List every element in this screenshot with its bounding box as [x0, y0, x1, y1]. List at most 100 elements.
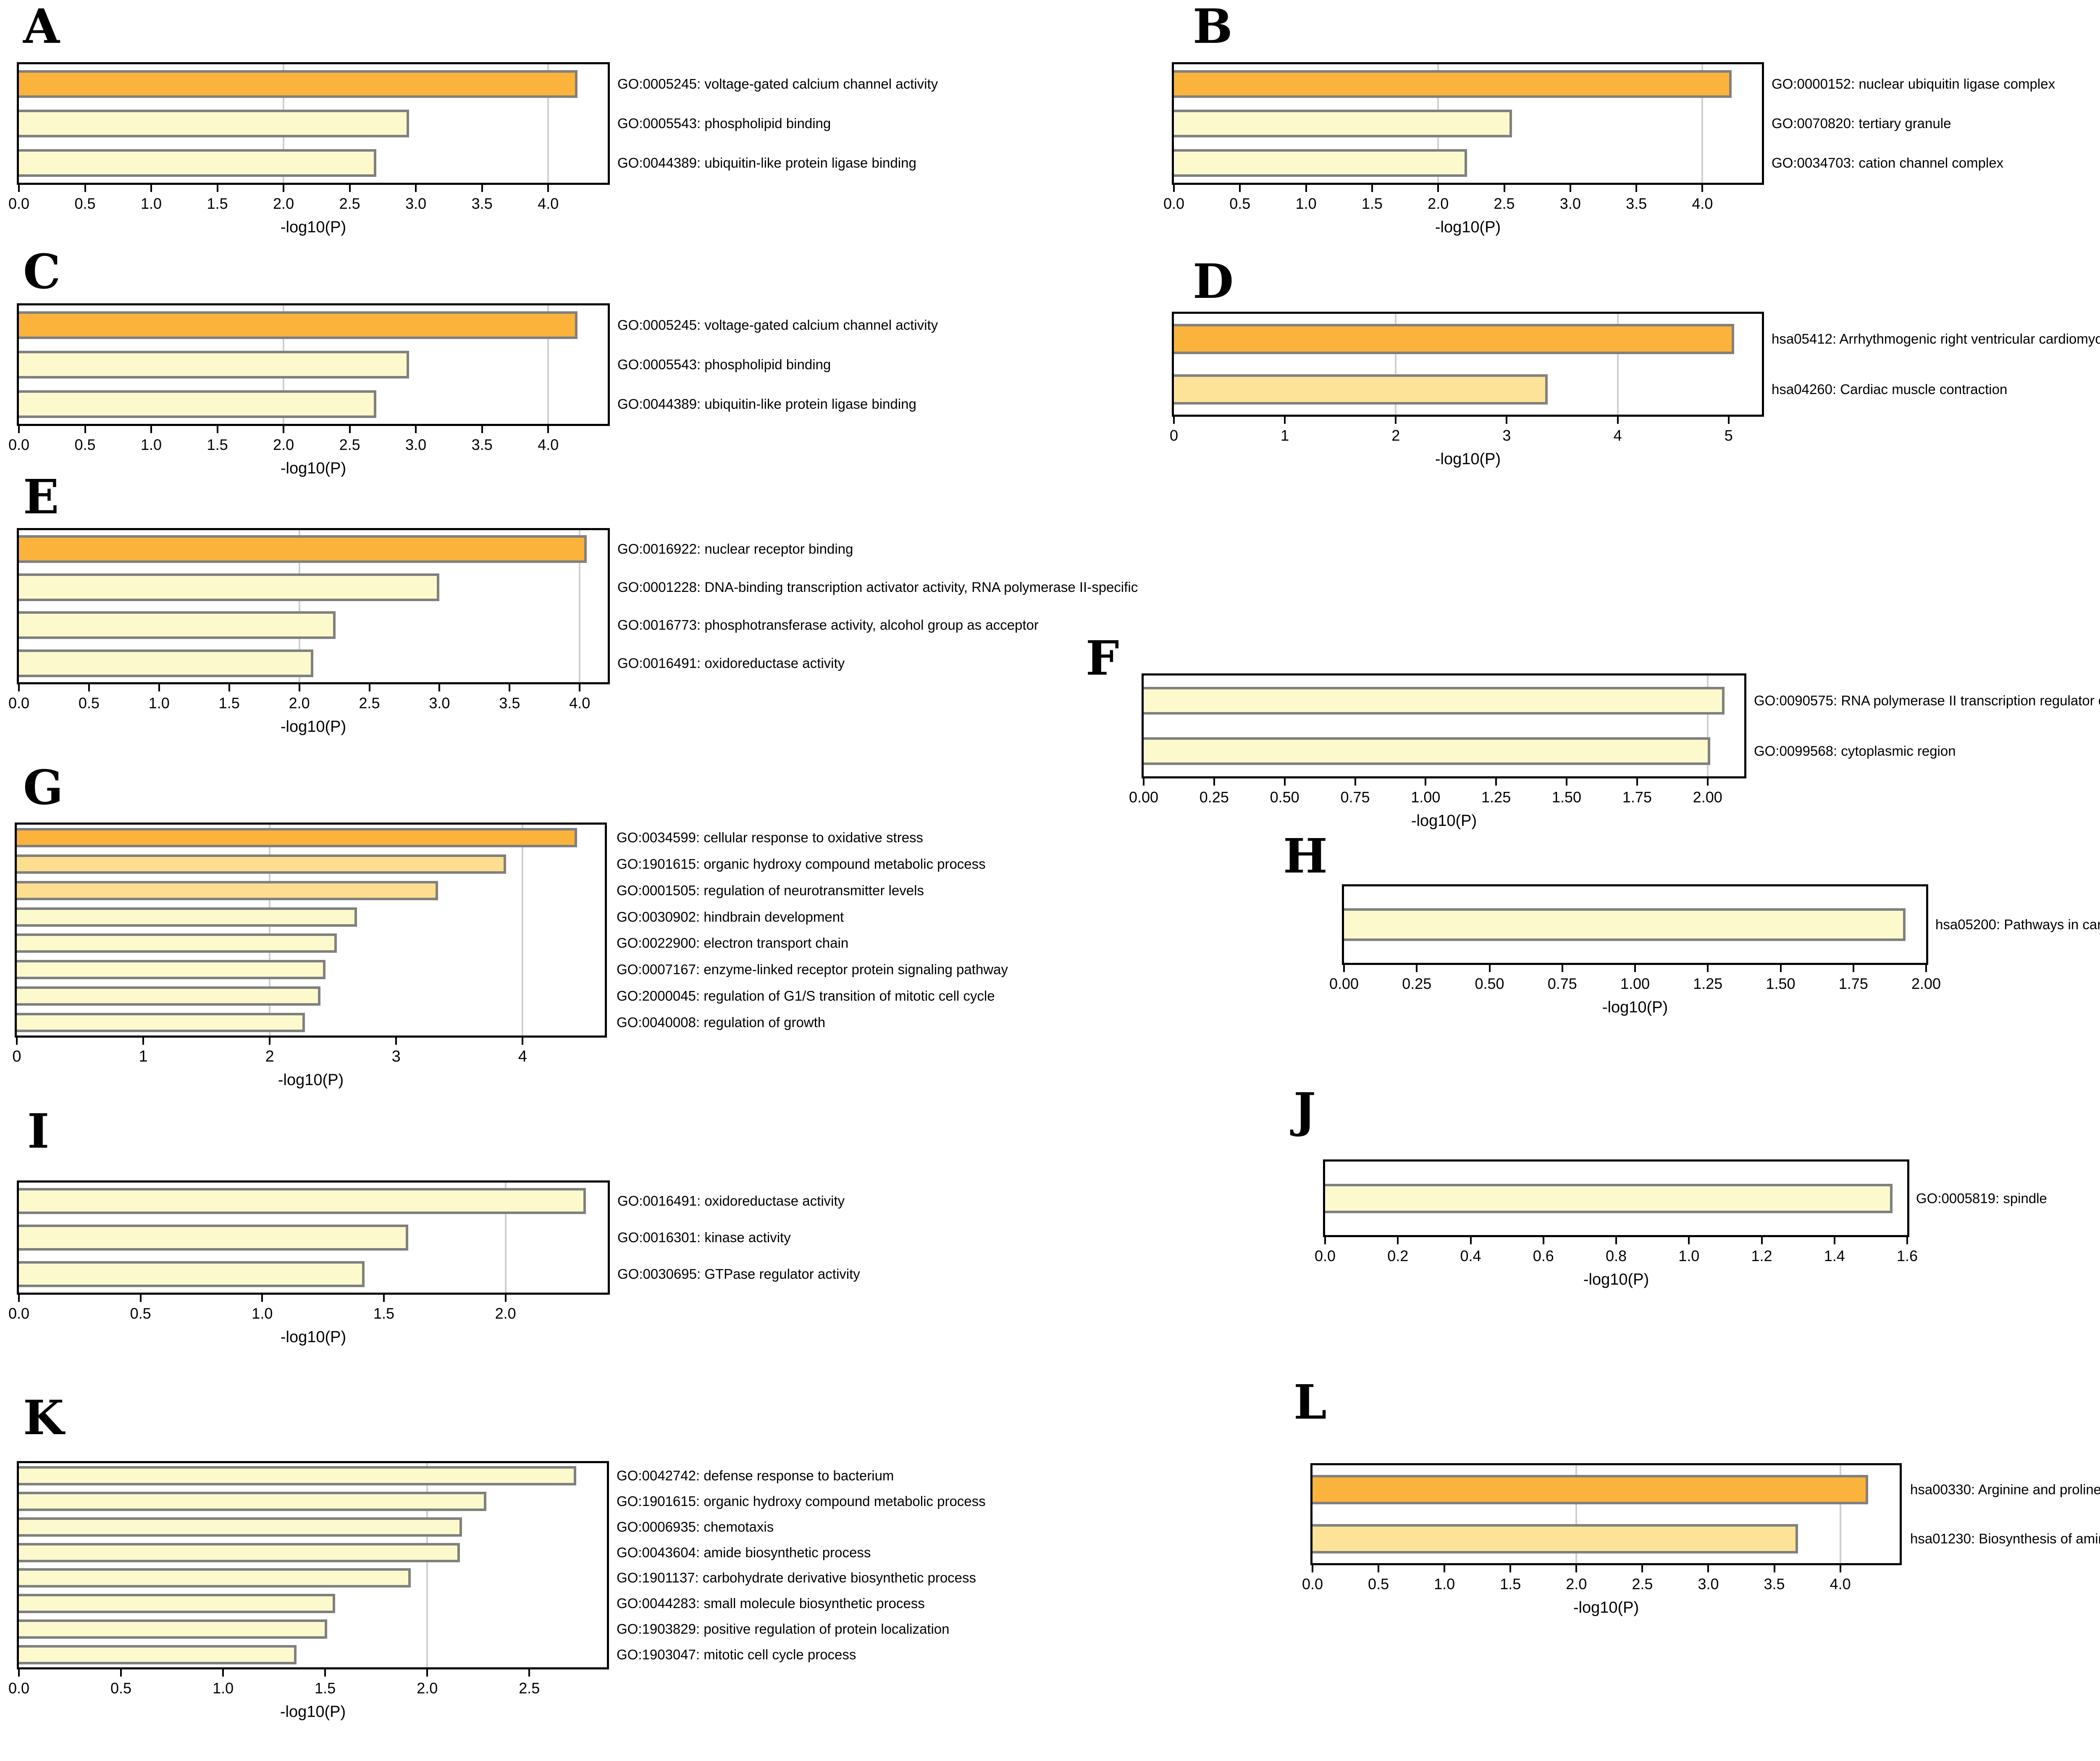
axis-tick [1839, 1565, 1841, 1572]
axis-tick [1371, 185, 1373, 192]
plot-area-g [15, 823, 607, 1038]
axis-tick-label: 1.5 [207, 195, 228, 212]
axis-tick-label: 0.8 [1605, 1247, 1627, 1264]
axis-tick [1488, 965, 1491, 972]
x-axis-title: -log10(P) [1573, 1599, 1639, 1616]
axis-tick-label: 4.0 [538, 195, 559, 212]
bar-label: GO:1903829: positive regulation of prote… [617, 1621, 950, 1637]
bar-label: GO:0044389: ubiquitin-like protein ligas… [617, 155, 916, 171]
axis-tick-label: 3 [391, 1048, 401, 1065]
axis-tick [18, 426, 20, 433]
bar-label: GO:0040008: regulation of growth [617, 1014, 826, 1030]
plot-area-e [17, 528, 610, 684]
axis-tick-label: 4.0 [1830, 1575, 1851, 1593]
axis-tick [150, 426, 152, 433]
axis-tick [481, 426, 483, 433]
axis-tick-label: 1.0 [213, 1680, 234, 1697]
axis-tick-label: 2.0 [1428, 195, 1449, 212]
bar [1312, 1524, 1798, 1553]
bar [19, 1492, 487, 1511]
bar [1144, 737, 1711, 765]
panel-letter-e: E [23, 470, 59, 525]
panel-letter-a: A [23, 0, 60, 54]
axis-tick [1239, 185, 1241, 192]
panel-letter-g: G [23, 760, 63, 815]
bar-label: GO:2000045: regulation of G1/S transitio… [617, 988, 995, 1004]
bar-label: GO:0016773: phosphotransferase activity,… [617, 617, 1039, 633]
axis-tick [283, 426, 285, 433]
axis-tick [547, 426, 549, 433]
bar-label: GO:0006935: chemotaxis [617, 1519, 774, 1535]
axis-tick-label: 4.0 [569, 694, 591, 712]
bar-label: GO:0005819: spindle [1916, 1190, 2047, 1206]
axis-tick-label: 3.0 [405, 195, 427, 212]
axis-tick [269, 1038, 271, 1045]
bar-label: GO:0001505: regulation of neurotransmitt… [617, 882, 924, 898]
axis-tick-label: 4.0 [538, 436, 559, 453]
x-axis-title: -log10(P) [1602, 999, 1668, 1016]
axis-tick-label: 1.25 [1693, 975, 1723, 992]
axis-tick [1173, 417, 1175, 424]
axis-tick-label: 5 [1724, 427, 1733, 444]
axis-tick [349, 185, 351, 192]
axis-tick [1706, 778, 1709, 786]
axis-tick [120, 1669, 122, 1677]
bar [19, 1466, 577, 1486]
axis-tick-label: 0.50 [1270, 789, 1299, 806]
bar-label: GO:0005543: phospholipid binding [617, 116, 831, 131]
axis-tick-label: 2.0 [273, 195, 294, 212]
bar [19, 351, 410, 378]
bar [19, 149, 376, 177]
axis-tick-label: 1.0 [1678, 1247, 1700, 1264]
axis-tick-label: 0.5 [74, 195, 96, 212]
axis-tick [324, 1669, 326, 1677]
bar-label: GO:0044283: small molecule biosynthetic … [617, 1595, 925, 1611]
axis-tick [222, 1669, 224, 1677]
gridline [1395, 314, 1397, 415]
axis-tick-label: 0.0 [8, 436, 30, 453]
bar [1174, 70, 1732, 98]
axis-tick [1324, 1237, 1326, 1244]
gridline [298, 530, 300, 682]
plot-area-k [17, 1461, 609, 1669]
axis-tick [1566, 778, 1568, 786]
axis-tick [1213, 778, 1215, 786]
axis-tick [1780, 965, 1782, 972]
axis-tick [298, 684, 300, 691]
axis-tick-label: 1.2 [1751, 1247, 1772, 1264]
axis-tick-label: 0.0 [8, 195, 30, 212]
axis-tick-label: 3.5 [1764, 1575, 1785, 1593]
axis-tick-label: 2.0 [289, 694, 310, 712]
axis-tick-label: 0.00 [1329, 975, 1359, 992]
bar [19, 1594, 336, 1614]
bar [19, 1517, 462, 1537]
plot-area-f [1142, 673, 1746, 778]
axis-tick-label: 4 [1613, 427, 1622, 444]
axis-tick-label: 1.0 [148, 694, 170, 712]
bar-label: GO:0070820: tertiary granule [1772, 116, 1951, 131]
axis-tick-label: 0.75 [1340, 789, 1370, 806]
x-axis-title: -log10(P) [1435, 218, 1501, 236]
axis-tick-label: 2 [1391, 427, 1400, 444]
axis-tick [1569, 185, 1571, 192]
plot-area-d [1172, 312, 1764, 417]
panel-letter-l: L [1294, 1375, 1327, 1430]
axis-tick-label: 1 [1281, 427, 1289, 444]
plot-area-a [17, 62, 610, 185]
axis-tick-label: 0.50 [1475, 975, 1504, 992]
axis-tick-label: 1.4 [1824, 1247, 1845, 1264]
bar [19, 1225, 408, 1251]
axis-tick-label: 3.5 [499, 694, 520, 712]
bar-label: GO:0043604: amide biosynthetic process [617, 1544, 871, 1560]
bar [19, 390, 376, 418]
axis-tick-label: 1.75 [1838, 975, 1868, 992]
axis-tick-label: 0.5 [110, 1680, 132, 1697]
axis-tick-label: 4 [518, 1048, 527, 1065]
plot-area-c [17, 303, 610, 426]
axis-tick [1761, 1237, 1763, 1244]
axis-tick [1852, 965, 1854, 972]
bar [1312, 1475, 1868, 1505]
axis-tick [1437, 185, 1439, 192]
panel-letter-j: J [1294, 1083, 1316, 1138]
axis-tick-label: 0.5 [1368, 1575, 1389, 1593]
